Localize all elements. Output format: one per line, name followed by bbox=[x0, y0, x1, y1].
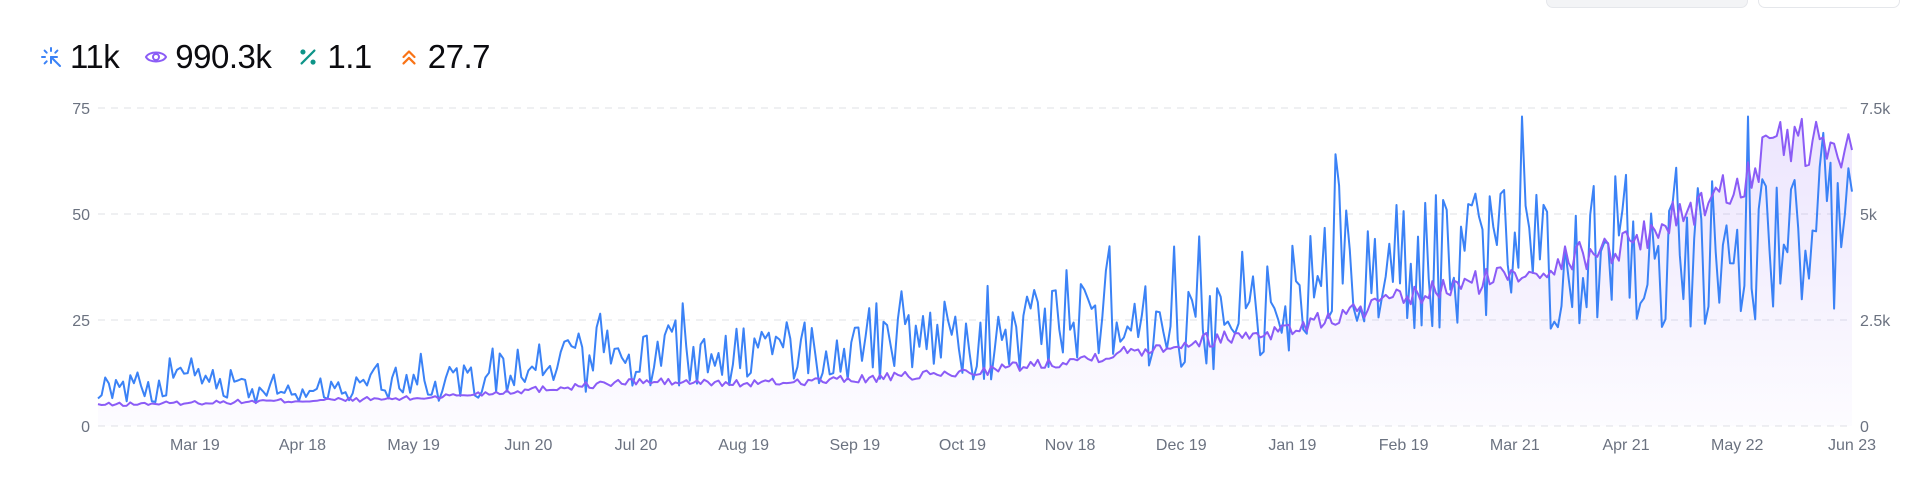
x-tick-label: Jun 20 bbox=[504, 437, 552, 454]
stat-ctr: 1.1 bbox=[295, 38, 372, 75]
y-left-tick-label: 50 bbox=[72, 207, 90, 224]
x-tick-label: Apr 18 bbox=[279, 437, 326, 454]
x-tick-label: Jun 23 bbox=[1828, 437, 1876, 454]
right-y-axis: 0 2.5k 5k 7.5k bbox=[1860, 101, 1891, 436]
x-tick-label: Dec 19 bbox=[1156, 437, 1207, 454]
chevrons-up-icon bbox=[396, 44, 422, 70]
stat-impressions-value: 990.3k bbox=[175, 38, 272, 75]
eye-icon bbox=[143, 44, 169, 70]
stat-ctr-value: 1.1 bbox=[327, 38, 372, 75]
stat-position-value: 27.7 bbox=[427, 38, 491, 75]
cursor-click-icon bbox=[38, 44, 64, 70]
x-tick-label: Oct 19 bbox=[939, 437, 986, 454]
percent-icon bbox=[295, 44, 321, 70]
x-tick-label: Mar 19 bbox=[170, 437, 220, 454]
y-right-tick-label: 0 bbox=[1860, 419, 1869, 436]
x-tick-label: Nov 18 bbox=[1045, 437, 1096, 454]
y-right-tick-label: 7.5k bbox=[1860, 101, 1891, 118]
top-controls bbox=[1546, 0, 1900, 8]
x-tick-label: May 22 bbox=[1711, 437, 1764, 454]
stat-position: 27.7 bbox=[396, 40, 490, 73]
y-left-tick-label: 25 bbox=[72, 313, 90, 330]
stats-bar: 11k 990.3k 1.1 27.7 bbox=[38, 40, 490, 73]
x-tick-label: Apr 21 bbox=[1602, 437, 1649, 454]
clicks-line bbox=[97, 115, 1853, 405]
x-tick-label: Jan 19 bbox=[1268, 437, 1316, 454]
x-tick-label: May 19 bbox=[387, 437, 440, 454]
x-tick-label: Sep 19 bbox=[829, 437, 880, 454]
y-left-tick-label: 0 bbox=[81, 419, 90, 436]
x-tick-label: Jul 20 bbox=[615, 437, 658, 454]
stat-clicks: 11k bbox=[38, 38, 120, 75]
stat-impressions: 990.3k bbox=[143, 38, 272, 75]
series-layer bbox=[97, 115, 1853, 427]
x-tick-label: Aug 19 bbox=[718, 437, 769, 454]
x-tick-label: Mar 21 bbox=[1490, 437, 1540, 454]
y-right-tick-label: 2.5k bbox=[1860, 313, 1891, 330]
y-right-tick-label: 5k bbox=[1860, 207, 1878, 224]
left-y-axis: 0 25 50 75 bbox=[72, 101, 90, 436]
impressions-line bbox=[97, 117, 1853, 407]
x-axis: Mar 19 Apr 18 May 19 Jun 20 Jul 20 Aug 19 Sep … bbox=[170, 437, 1876, 454]
y-left-tick-label: 75 bbox=[72, 101, 90, 118]
x-tick-label: Feb 19 bbox=[1379, 437, 1429, 454]
stat-clicks-value: 11k bbox=[70, 38, 120, 75]
impressions-area bbox=[98, 118, 1852, 427]
